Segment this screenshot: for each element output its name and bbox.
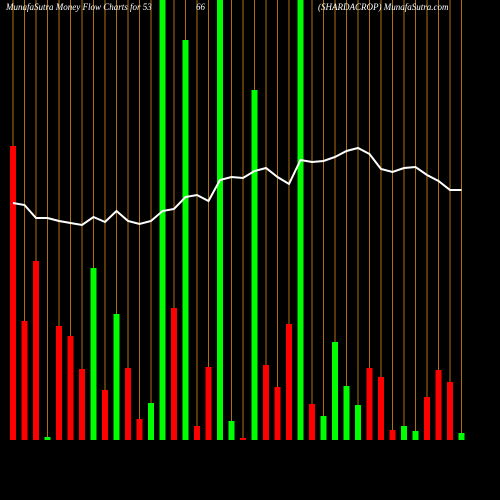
bar [251,90,258,440]
bar [90,268,97,440]
bar [389,430,396,440]
bar [136,419,143,440]
bar [332,342,338,440]
bar [79,369,85,440]
chart-subtitle: (SHARDACROP) MunafaSutra.com [318,2,449,12]
money-flow-line [12,146,462,227]
bar [263,365,269,440]
bar [67,336,74,440]
bar [401,426,407,440]
bar [56,326,62,440]
bar [320,416,327,440]
bar [297,0,304,440]
bar [182,40,189,440]
bar [148,403,154,440]
bar [44,437,51,440]
bar [159,0,166,440]
chart-title-fragment: 66 [196,2,206,12]
bar [435,370,442,440]
bar [424,397,430,440]
bar [447,382,453,440]
bar [217,0,223,440]
bar [378,377,384,440]
bar [274,387,281,440]
bar [205,367,212,440]
bar [102,390,108,440]
bar [240,438,246,440]
bar [343,386,350,440]
bar [228,421,235,440]
chart-title: MunafaSutra Money Flow Charts for 53 [5,2,152,12]
bars [10,0,465,440]
bar [355,405,361,440]
bar [412,431,419,440]
bar [33,261,39,440]
bar [125,368,131,440]
lines [12,146,462,227]
bar [366,368,373,440]
bar [10,146,16,440]
bar [171,308,177,440]
bar [21,321,28,440]
bar [113,314,120,440]
bar [458,433,465,440]
bar [309,404,315,440]
bar [194,426,200,440]
bar [286,324,292,440]
